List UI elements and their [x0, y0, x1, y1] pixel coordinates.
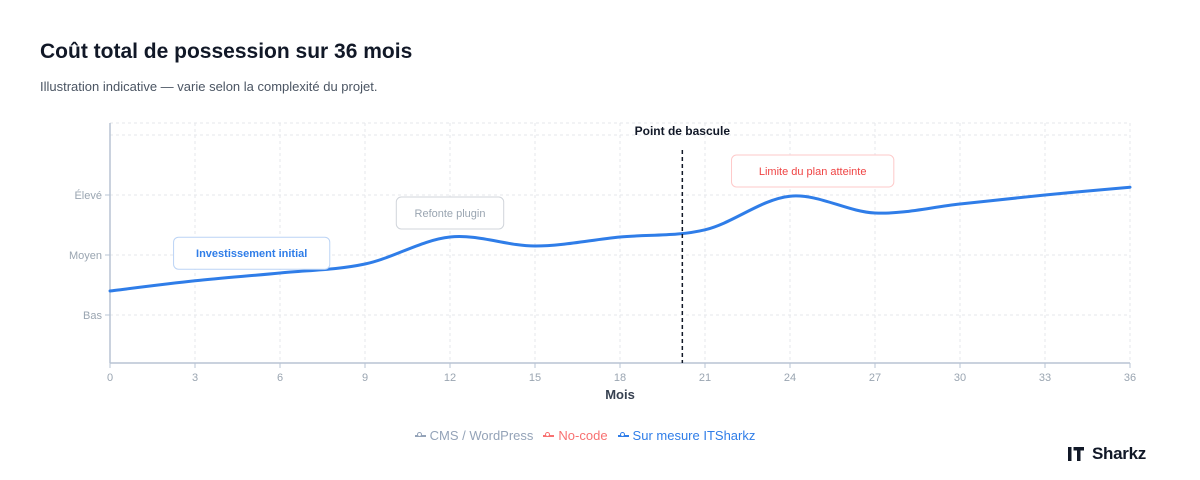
x-tick-label: 12 [444, 372, 456, 384]
itsharkz-logo: Sharkz [1068, 444, 1146, 464]
x-tick-label: 18 [614, 372, 626, 384]
legend-label: CMS / WordPress [429, 428, 534, 443]
x-tick-label: 21 [699, 372, 711, 384]
y-tick-label: Moyen [69, 250, 102, 262]
y-tick-label: Élevé [74, 189, 102, 202]
x-tick-label: 0 [107, 372, 113, 384]
x-tick-label: 36 [1124, 372, 1136, 384]
logo-mark-icon [1068, 447, 1084, 461]
annotation-label: Limite du plan atteinte [759, 166, 867, 178]
x-tick-label: 6 [277, 372, 283, 384]
legend-label: Sur mesure ITSharkz [632, 428, 756, 443]
chart-title: Coût total de possession sur 36 mois [40, 40, 413, 63]
x-tick-label: 9 [362, 372, 368, 384]
annotation-label: Refonte plugin [415, 208, 486, 220]
legend-item-custom[interactable]: Sur mesure ITSharkz [617, 428, 756, 443]
chart-subtitle: Illustration indicative — varie selon la… [40, 79, 378, 94]
annotation-box [395, 196, 505, 230]
x-tick-label: 15 [529, 372, 541, 384]
x-tick-label: 27 [869, 372, 881, 384]
chart-legend: CMS / WordPress No-code Sur mesure ITSha… [0, 428, 1170, 443]
legend-label: No-code [558, 428, 608, 443]
x-axis-title: Mois [605, 387, 635, 402]
y-tick-label: Bas [83, 310, 102, 322]
x-tick-label: 33 [1039, 372, 1051, 384]
legend-marker-icon [543, 431, 555, 437]
series-line-sur-mesure-itsharkz [108, 185, 1132, 293]
legend-marker-icon [617, 431, 629, 437]
annotation-box [731, 154, 895, 188]
annotation-label: Investissement initial [196, 248, 307, 260]
legend-item-nocode[interactable]: No-code [543, 428, 608, 443]
tipping-point-label: Point de bascule [635, 124, 731, 138]
annotation-box [173, 236, 331, 270]
logo-text: Sharkz [1092, 444, 1146, 463]
x-tick-label: 24 [784, 372, 796, 384]
legend-item-cms[interactable]: CMS / WordPress [414, 428, 534, 443]
x-tick-label: 3 [192, 372, 198, 384]
x-tick-label: 30 [954, 372, 966, 384]
legend-marker-icon [414, 431, 426, 437]
